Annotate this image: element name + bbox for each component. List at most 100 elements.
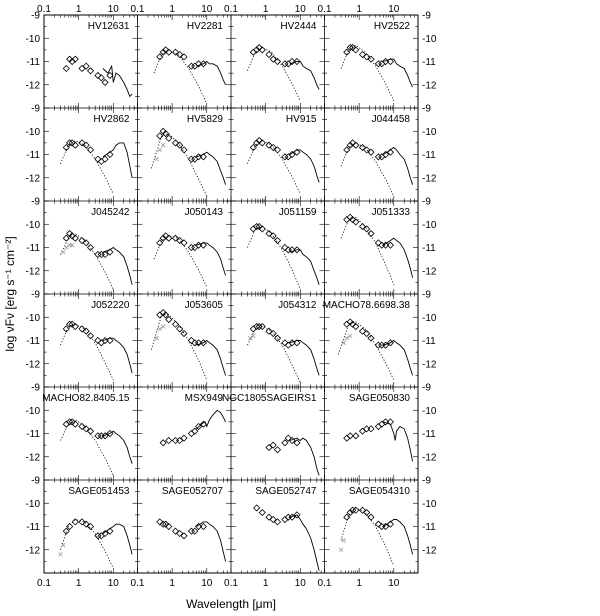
photometry-point — [352, 322, 360, 331]
photometry-point — [265, 229, 273, 238]
panel: J044458 — [340, 114, 414, 197]
spectrum-line — [196, 242, 227, 276]
photometry-point — [199, 60, 207, 68]
secondary-photometry-point — [341, 538, 347, 543]
spectrum-line — [102, 246, 133, 285]
secondary-photometry-point — [338, 547, 344, 553]
panel: MACHO82.8405.15 — [42, 393, 133, 476]
photometry-point — [293, 339, 301, 347]
photometry-point — [101, 78, 109, 86]
photometry-point — [162, 520, 170, 528]
y-tick-label: -12 — [26, 452, 41, 463]
y-tick-label: -9 — [31, 197, 40, 208]
panel-title: HV915 — [286, 114, 317, 125]
x-tick-label-top: 10 — [108, 4, 120, 15]
photometry-point — [349, 320, 357, 328]
photometry-point — [68, 232, 76, 240]
photometry-point — [253, 223, 261, 231]
photometry-point — [284, 434, 292, 442]
y-tick-label: -9 — [31, 383, 40, 394]
photometry-point — [367, 425, 375, 433]
photometry-point — [82, 141, 90, 149]
photometry-point — [94, 532, 102, 540]
y-tick-label-right: -11 — [422, 522, 436, 533]
photometry-point — [78, 236, 86, 245]
photometry-point — [273, 518, 282, 526]
photometry-point — [352, 46, 360, 54]
photometry-point — [195, 60, 203, 68]
photometry-point — [288, 246, 296, 254]
y-tick-label: -11 — [26, 150, 40, 161]
x-tick-label-top: 1 — [263, 4, 269, 15]
y-axis-label: log νFν [erg s⁻¹ cm⁻²] — [3, 236, 17, 351]
secondary-photometry-point — [247, 335, 253, 341]
photometry-point — [288, 339, 296, 347]
photometry-point — [199, 241, 207, 249]
photosphere-model-line — [150, 314, 208, 381]
panel-title: MACHO78.6698.38 — [323, 300, 411, 311]
photometry-point — [78, 518, 86, 526]
panel: SAGE050830 — [343, 393, 414, 462]
spectrum-line — [102, 430, 133, 464]
y-tick-label: -12 — [26, 545, 41, 556]
photometry-point — [180, 146, 188, 154]
photometry-point — [191, 527, 199, 535]
photometry-point — [156, 518, 164, 526]
photometry-point — [293, 439, 301, 447]
secondary-photometry-point — [60, 542, 66, 548]
photometry-point — [349, 139, 357, 147]
photometry-point — [62, 325, 70, 333]
photometry-point — [106, 527, 114, 535]
panel: SAGE054310 — [338, 486, 414, 567]
panel-title: MSX949 — [185, 393, 224, 404]
y-tick-label-right: -12 — [422, 359, 437, 370]
panel-title: HV5829 — [187, 114, 224, 125]
panel-title: SAGE052707 — [162, 486, 224, 497]
photometry-point — [78, 139, 86, 147]
photometry-point — [176, 50, 184, 59]
photometry-point — [386, 418, 394, 426]
y-tick-label-right: -9 — [422, 290, 431, 301]
x-tick-label: 1 — [76, 578, 82, 589]
photometry-point — [180, 53, 188, 61]
photometry-point — [82, 520, 90, 528]
panel: MSX949 — [159, 393, 227, 447]
photometry-point — [288, 513, 296, 521]
panel-title: SAGE051453 — [68, 486, 130, 497]
panel: HV12631 — [62, 21, 133, 98]
photometry-point — [86, 332, 95, 340]
panel: MACHO78.6698.38 — [323, 300, 414, 381]
photometry-point — [343, 48, 351, 56]
panel-title: HV2281 — [187, 21, 224, 32]
secondary-photometry-point — [60, 249, 66, 255]
photometry-point — [386, 520, 394, 528]
photometry-point — [82, 327, 90, 335]
photometry-point — [352, 141, 360, 149]
photometry-point — [293, 246, 301, 254]
photometry-point — [62, 64, 70, 73]
photometry-point — [382, 522, 390, 531]
photometry-point — [86, 67, 95, 75]
photometry-point — [171, 139, 180, 147]
photometry-point — [106, 150, 114, 159]
photometry-point — [253, 504, 261, 512]
photometry-point — [86, 146, 95, 154]
panel-title: SAGE054310 — [349, 486, 411, 497]
photosphere-model-line — [60, 233, 114, 290]
spectrum-line — [196, 521, 227, 562]
y-tick-label-right: -10 — [422, 499, 437, 510]
photometry-point — [265, 50, 273, 59]
panel-title: HV2444 — [280, 21, 317, 32]
photometry-point — [71, 55, 79, 63]
photometry-point — [187, 429, 195, 438]
y-tick-label: -11 — [26, 336, 40, 347]
spectrum-line — [383, 58, 414, 88]
spectrum-line — [383, 146, 414, 185]
panel-title: J050143 — [185, 207, 224, 218]
photometry-point — [265, 327, 273, 335]
photometry-point — [265, 141, 273, 149]
photometry-point — [374, 239, 382, 247]
x-tick-label-top: 10 — [388, 4, 400, 15]
secondary-photometry-point — [154, 156, 160, 162]
panel: SAGE052747 — [253, 486, 320, 571]
